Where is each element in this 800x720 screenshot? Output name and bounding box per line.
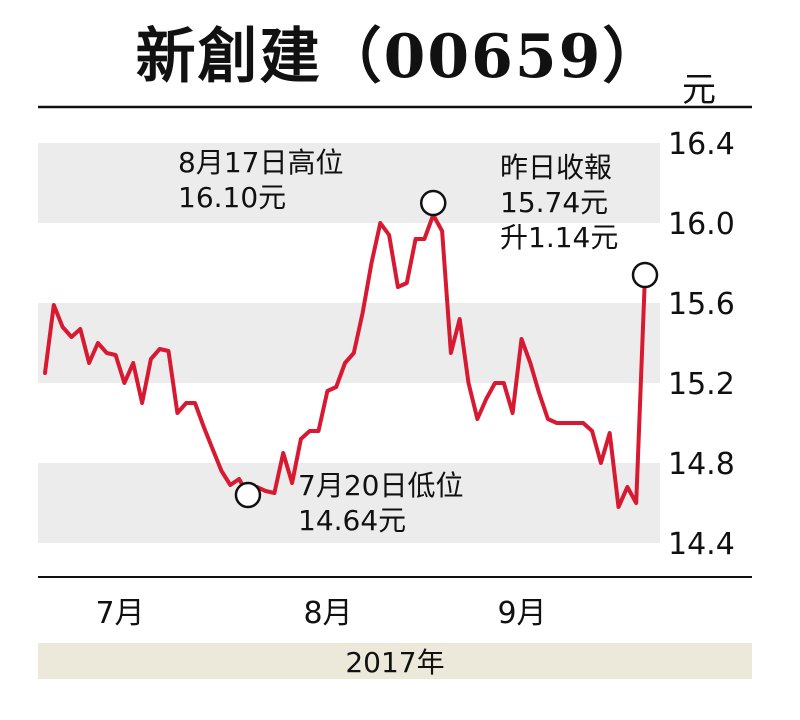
annotation-text: 14.64元 — [298, 504, 406, 537]
y-axis-unit: 元 — [682, 70, 716, 110]
x-tick-label: 8月 — [303, 596, 352, 631]
grid-band — [38, 303, 660, 383]
annotation-text: 升1.14元 — [500, 221, 618, 254]
annotation-text: 8月17日高位 — [178, 146, 343, 179]
grid-band — [38, 143, 660, 223]
y-tick-label: 15.2 — [668, 367, 735, 402]
y-tick-label: 16.4 — [668, 127, 735, 162]
grid-band — [38, 463, 660, 543]
y-tick-label: 15.6 — [668, 287, 735, 322]
annotation-marker — [631, 261, 659, 289]
annotation-text: 7月20日低位 — [298, 469, 463, 502]
annotation-text: 15.74元 — [500, 186, 608, 219]
annotation-text: 昨日收報 — [500, 151, 612, 184]
x-tick-label: 9月 — [497, 596, 546, 631]
y-tick-label: 14.8 — [668, 447, 735, 482]
price-line — [43, 213, 647, 509]
year-band — [38, 643, 752, 679]
y-tick-label: 14.4 — [668, 527, 735, 562]
annotation-marker — [419, 189, 447, 217]
annotation-marker — [234, 481, 262, 509]
x-tick-label: 7月 — [95, 596, 144, 631]
annotation-text: 16.10元 — [178, 181, 286, 214]
y-tick-label: 16.0 — [668, 207, 735, 242]
chart-title: 新創建（00659） — [135, 22, 665, 92]
year-label: 2017年 — [345, 646, 444, 679]
